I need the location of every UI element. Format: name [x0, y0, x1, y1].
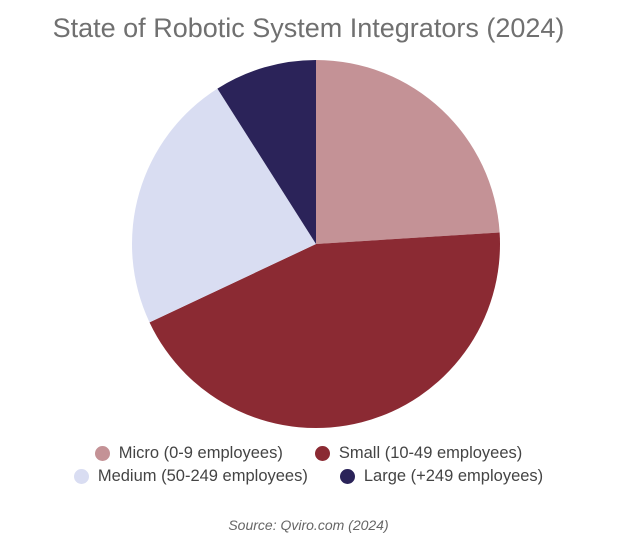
legend-label-large: Large (+249 employees) — [363, 467, 544, 485]
chart-title: State of Robotic System Integrators (202… — [52, 13, 565, 43]
pie-slice-medium[interactable] — [131, 88, 316, 323]
legend-item-large[interactable]: Large (+249 employees) — [339, 467, 544, 486]
source-note: Source: Qviro.com (2024) — [228, 517, 389, 533]
legend-row: Micro (0-9 employees) Small (10-49 emplo… — [0, 444, 617, 463]
legend-item-micro[interactable]: Micro (0-9 employees) — [94, 444, 283, 463]
legend-label-medium: Medium (50-249 employees) — [97, 467, 308, 485]
legend-label-micro: Micro (0-9 employees) — [118, 444, 283, 462]
pie-slice-micro[interactable] — [316, 59, 500, 244]
legend-item-medium[interactable]: Medium (50-249 employees) — [73, 467, 308, 486]
legend-swatch-medium — [73, 469, 89, 484]
legend-swatch-micro — [94, 446, 110, 461]
legend-swatch-large — [339, 469, 355, 484]
pie-slice-small[interactable] — [149, 232, 501, 429]
legend-swatch-small — [314, 446, 330, 461]
legend-item-small[interactable]: Small (10-49 employees) — [314, 444, 523, 463]
pie-slice-large[interactable] — [217, 60, 316, 244]
legend-row: Medium (50-249 employees) Large (+249 em… — [0, 467, 617, 486]
legend-label-small: Small (10-49 employees) — [338, 444, 523, 462]
